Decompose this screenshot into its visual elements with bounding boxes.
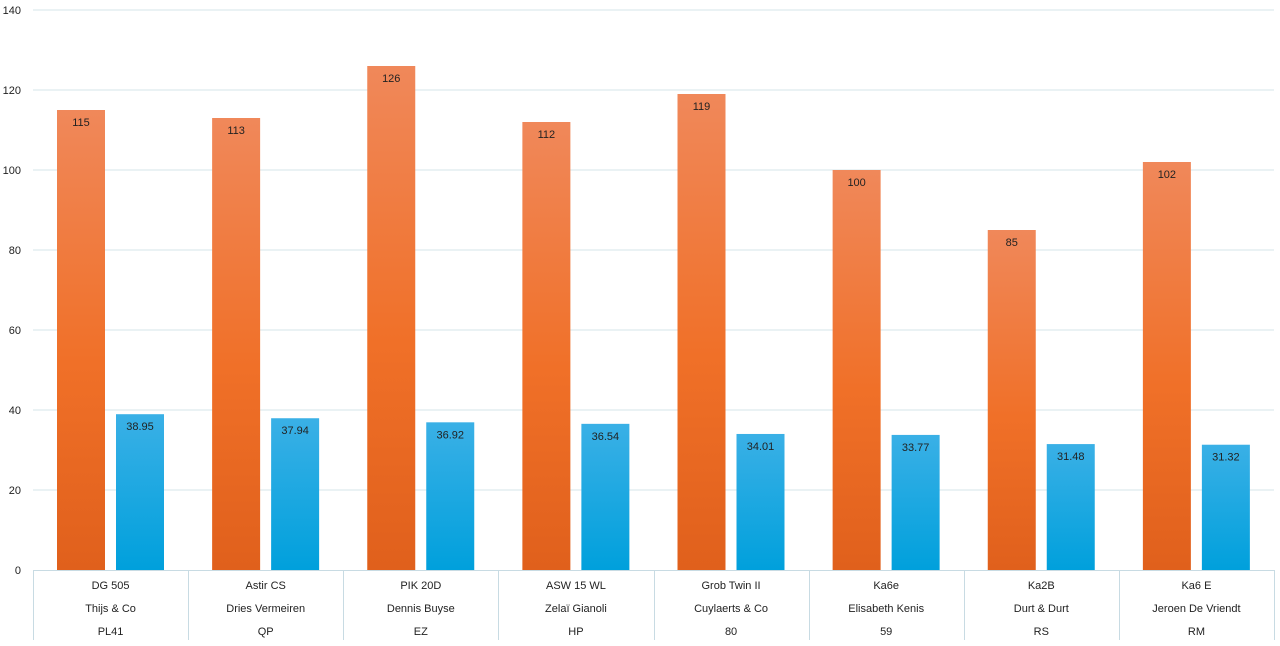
y-tick-label: 80 [9, 245, 21, 257]
y-tick-label: 140 [3, 5, 21, 17]
x-category-label: DG 505 [92, 580, 130, 592]
x-category-label: Cuylaerts & Co [694, 603, 768, 615]
bar-series-2 [426, 422, 475, 570]
x-category-label: ASW 15 WL [546, 580, 606, 592]
data-label: 119 [693, 101, 711, 113]
data-label: 112 [538, 129, 556, 141]
x-category-label: EZ [414, 626, 428, 638]
bar-series-2 [736, 433, 785, 570]
bar-series-1 [832, 170, 881, 570]
bar-series-1 [367, 66, 416, 570]
x-category-label: HP [568, 626, 583, 638]
x-category-label: Thijs & Co [85, 603, 136, 615]
data-label: 33.77 [902, 442, 930, 454]
x-category-label: 59 [880, 626, 892, 638]
x-category-label: RM [1188, 626, 1205, 638]
data-label: 37.94 [281, 425, 309, 437]
bar-series-2 [271, 418, 320, 570]
data-label: 36.54 [592, 431, 620, 443]
data-label: 36.92 [436, 429, 464, 441]
bar-series-2 [581, 423, 630, 570]
x-category-label: PIK 20D [400, 580, 441, 592]
data-label: 100 [847, 177, 865, 189]
x-category-label: RS [1034, 626, 1049, 638]
x-category-label: Grob Twin II [702, 580, 761, 592]
x-category-label: Zelaï Gianoli [545, 603, 607, 615]
bar-series-2 [1046, 444, 1095, 570]
x-category-label: Astir CS [246, 580, 286, 592]
x-category-label: Jeroen De Vriendt [1152, 603, 1240, 615]
x-category-label: QP [258, 626, 274, 638]
data-label: 34.01 [747, 441, 775, 453]
bar-series-1 [677, 94, 726, 570]
bars: 115 38.95 113 37.94 126 36.92 112 36.54 119 34.01… [57, 66, 1250, 570]
bar-series-1 [987, 230, 1036, 570]
bar-series-1 [57, 110, 105, 570]
y-tick-label: 60 [9, 325, 21, 337]
y-axis: 0 20 40 60 80 100 120 140 [3, 5, 21, 577]
y-tick-label: 100 [3, 165, 21, 177]
x-category-label: Dennis Buyse [387, 603, 455, 615]
bar-series-2 [891, 434, 940, 570]
y-tick-label: 40 [9, 405, 21, 417]
x-category-label: Durt & Durt [1014, 603, 1069, 615]
y-tick-label: 20 [9, 485, 21, 497]
x-category-label: Ka6e [873, 580, 899, 592]
x-category-label: PL41 [98, 626, 124, 638]
x-category-label: Ka2B [1028, 580, 1055, 592]
x-category-label: Elisabeth Kenis [848, 603, 924, 615]
data-label: 31.32 [1212, 452, 1240, 464]
y-tick-label: 120 [3, 85, 21, 97]
bar-series-2 [116, 414, 164, 570]
data-label: 38.95 [126, 421, 154, 433]
data-label: 113 [227, 125, 245, 137]
bar-series-1 [212, 118, 261, 570]
data-label: 85 [1006, 237, 1018, 249]
bar-series-2 [1201, 444, 1250, 570]
x-category-label: Dries Vermeiren [226, 603, 305, 615]
data-label: 126 [382, 73, 400, 85]
x-category-label: 80 [725, 626, 737, 638]
data-label: 102 [1158, 169, 1176, 181]
bar-series-1 [522, 122, 571, 570]
data-label: 31.48 [1057, 451, 1085, 463]
data-label: 115 [72, 117, 90, 129]
bar-series-1 [1142, 162, 1191, 570]
x-category-label: Ka6 E [1181, 580, 1211, 592]
category-table: DG 505 Thijs & Co PL41 Astir CS Dries Vermei… [33, 570, 1275, 640]
y-tick-label: 0 [15, 565, 21, 577]
